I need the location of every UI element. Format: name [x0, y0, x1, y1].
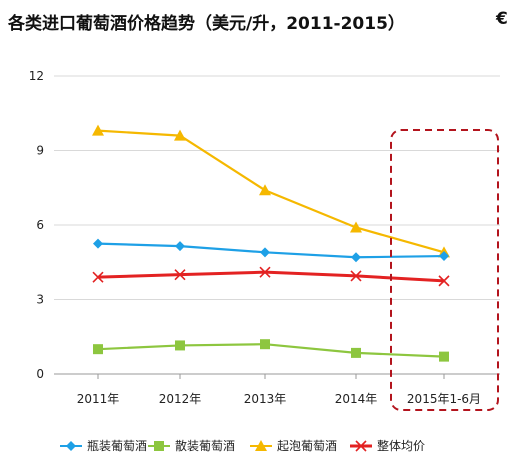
data-point-triangle: [259, 184, 271, 196]
x-tick-label: 2013年: [244, 392, 287, 406]
y-tick-label: 6: [36, 218, 44, 232]
y-tick-label: 9: [36, 144, 44, 158]
legend-label: 起泡葡萄酒: [277, 439, 337, 453]
data-point-diamond: [260, 247, 270, 258]
data-point-triangle: [350, 221, 362, 233]
data-point-square: [93, 344, 103, 355]
x-tick-label: 2014年: [335, 392, 378, 406]
highlight-box: [390, 129, 499, 411]
data-point-triangle: [174, 129, 186, 141]
data-point-x: [355, 440, 367, 452]
series-2: [93, 339, 449, 362]
data-point-triangle: [255, 440, 267, 451]
data-point-x: [259, 266, 271, 278]
x-tick-label: 2015年1-6月: [407, 392, 481, 406]
data-point-triangle: [92, 124, 104, 136]
legend-item: 整体均价: [350, 438, 425, 453]
data-point-diamond: [351, 252, 361, 263]
data-point-square: [260, 339, 270, 350]
series-4: [92, 266, 450, 287]
x-tick-label: 2012年: [159, 392, 202, 406]
series-1: [93, 238, 449, 263]
series-line: [97, 129, 445, 254]
data-point-diamond: [66, 441, 76, 451]
data-point-diamond: [175, 241, 185, 252]
data-point-diamond: [439, 251, 449, 262]
grid-lines: [54, 75, 500, 375]
legend-item: 起泡葡萄酒: [250, 439, 337, 453]
series-line: [97, 242, 445, 259]
highlight-group: [390, 129, 499, 411]
data-point-square: [439, 351, 449, 362]
y-tick-label: 12: [29, 69, 44, 83]
data-point-square: [154, 441, 164, 451]
series-line: [97, 270, 445, 283]
legend-item: 散装葡萄酒: [148, 438, 235, 453]
data-point-square: [351, 347, 361, 358]
data-point-square: [175, 340, 185, 351]
x-axis: 2011年 2012年 2013年 2014年 2015年1-6月: [77, 374, 481, 406]
series-3: [92, 124, 450, 258]
legend-label: 瓶装葡萄酒: [87, 439, 147, 453]
data-point-x: [350, 270, 362, 282]
legend-label: 散装葡萄酒: [175, 438, 235, 453]
legend: 瓶装葡萄酒 散装葡萄酒 起泡葡萄酒 整体均价: [60, 438, 425, 453]
legend-item: 瓶装葡萄酒: [60, 439, 147, 453]
y-tick-label: 3: [36, 293, 44, 307]
chart-title-trailing: €: [496, 9, 508, 29]
data-point-x: [174, 269, 186, 281]
data-point-diamond: [93, 238, 103, 249]
series-line: [97, 343, 445, 358]
data-point-x: [92, 271, 104, 283]
y-axis: 0 3 6 9 12: [29, 69, 44, 381]
chart-title: 各类进口葡萄酒价格趋势（美元/升，2011-2015）: [8, 14, 405, 34]
series-group: [92, 124, 450, 362]
x-tick-label: 2011年: [77, 392, 120, 406]
legend-label: 整体均价: [377, 438, 425, 453]
data-point-x: [438, 275, 450, 287]
y-tick-label: 0: [36, 367, 44, 381]
